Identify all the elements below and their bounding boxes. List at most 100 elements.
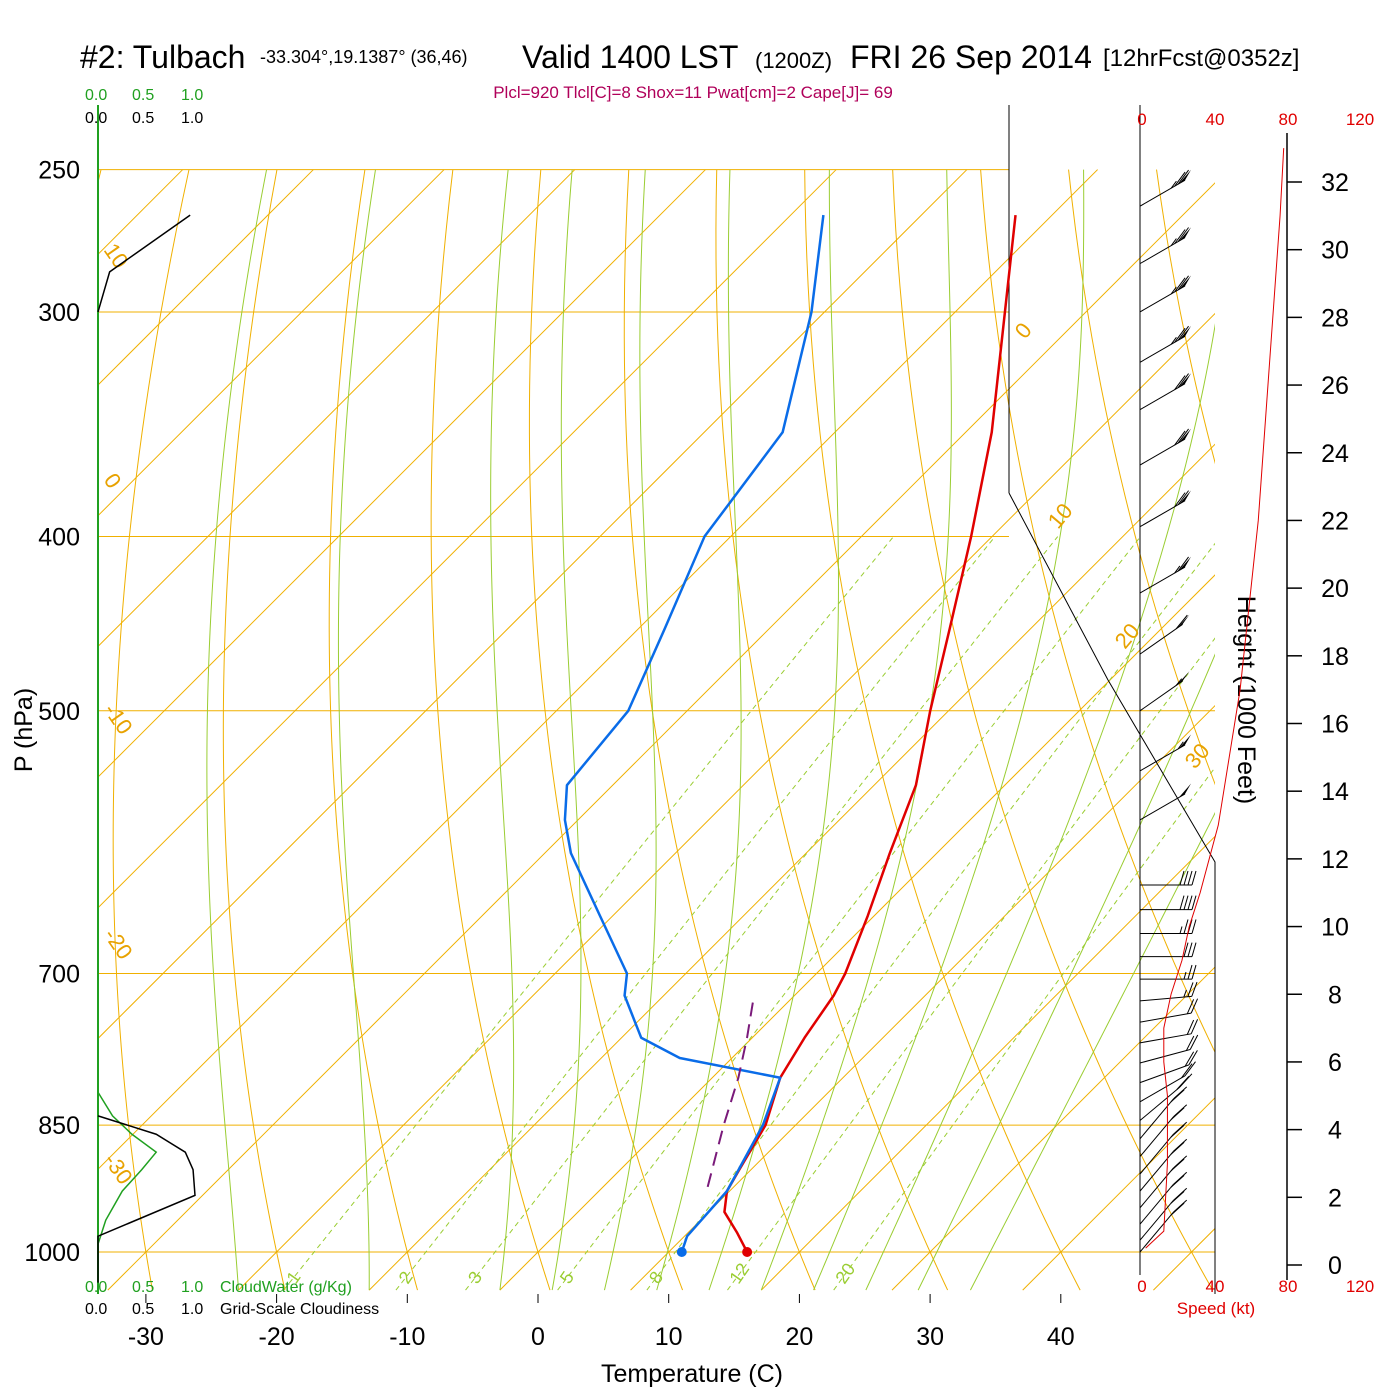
wind-barb	[1139, 734, 1192, 772]
barb-feather	[1186, 1019, 1195, 1035]
barb-feather	[1170, 1089, 1185, 1103]
pressure-tick-label: 300	[38, 299, 80, 327]
isotherm-line	[1022, 1097, 1215, 1291]
barb-feather	[1191, 964, 1197, 980]
dry-adiabat-line	[1068, 169, 1215, 786]
barb-feather	[1183, 919, 1189, 934]
moist-adiabat-line	[603, 169, 657, 1291]
barb-staff	[1139, 1098, 1174, 1140]
barb-staff	[1139, 744, 1186, 772]
dry-adiabat-label: -10	[99, 699, 138, 739]
barb-feather	[1177, 275, 1189, 291]
barb-feather	[1177, 373, 1189, 388]
barb-staff	[1139, 335, 1186, 363]
height-tick-label: 4	[1328, 1117, 1342, 1145]
wind-barb	[1139, 981, 1198, 1002]
moist-adiabat-line	[337, 169, 376, 1291]
height-tick-label: 2	[1328, 1184, 1342, 1212]
barb-feather	[1177, 556, 1189, 572]
cloudwater-scale-top: 0.0 0.5 1.0	[85, 87, 203, 104]
moist-adiabat-line	[206, 169, 268, 1291]
cloudiness-scale-top: 0.0 0.5 1.0	[85, 110, 203, 127]
barb-feather	[1183, 870, 1189, 886]
barb-feather	[1186, 999, 1195, 1015]
barb-feather	[1173, 1138, 1188, 1152]
isotherm-line	[760, 835, 1215, 1291]
barb-feather	[1191, 870, 1197, 886]
isotherm-line	[499, 574, 1215, 1291]
cloudiness-scale-bottom: 0.0 0.5 1.0 Grid-Scale Cloudiness	[85, 1301, 379, 1318]
temperature-tick-label: 20	[785, 1323, 813, 1351]
wind-barb	[1139, 1019, 1199, 1044]
dry-adiabat-line	[980, 169, 1215, 1054]
pressure-tick-label: 250	[38, 157, 80, 185]
mixing-ratio-line	[283, 536, 894, 1291]
wind-barb	[1139, 1061, 1196, 1103]
barb-feather	[1183, 895, 1189, 910]
barb-feather	[1173, 1155, 1188, 1169]
barb-staff	[1139, 1033, 1192, 1044]
barb-half-feather	[1170, 336, 1177, 345]
barb-feather	[1188, 1050, 1198, 1066]
barb-feather	[1170, 1158, 1185, 1172]
barb-pennant	[1178, 556, 1192, 571]
forecast-run: [12hrFcst@0352z]	[1103, 45, 1299, 72]
mixing-ratio-line	[395, 536, 996, 1291]
barb-feather	[1187, 942, 1193, 957]
barb-staff	[1139, 179, 1186, 207]
barb-staff	[1139, 1167, 1174, 1209]
height-tick-label: 10	[1321, 914, 1349, 942]
barb-staff	[1139, 1200, 1174, 1241]
cloudiness-scale-1: 0.5	[132, 1301, 154, 1318]
temperature-tick-label: 10	[655, 1323, 683, 1351]
speed-scale-40: 40	[1206, 1277, 1225, 1296]
mixing-ratio-label: 2	[395, 1268, 417, 1288]
barb-staff	[1139, 623, 1183, 655]
barb-feather	[1175, 614, 1188, 630]
pressure-tick-label: 1000	[24, 1239, 80, 1267]
barb-staff	[1139, 383, 1186, 411]
wind-barb	[1140, 964, 1197, 980]
thermo-grid	[98, 169, 1215, 1291]
isotherm-line	[368, 443, 1215, 1291]
barb-half-feather	[1183, 971, 1187, 980]
upper-cloudiness-trace	[97, 214, 191, 313]
barb-feather	[1170, 1107, 1185, 1121]
wind-barb	[1139, 1171, 1188, 1225]
wind-barb	[1139, 671, 1190, 712]
pressure-ticks: 250 300 400 500 700 850 1000	[24, 157, 80, 1267]
cloudwater-scale-0: 0.0	[85, 87, 107, 104]
barb-feather	[1174, 327, 1186, 343]
wind-barb	[1139, 428, 1192, 466]
mixing-ratio-line	[727, 637, 1215, 1291]
barb-staff	[1139, 995, 1192, 1002]
wind-barb	[1139, 1155, 1188, 1209]
barb-staff	[1139, 1064, 1190, 1084]
speed-scale-120: 120	[1346, 110, 1374, 129]
forecast-date: FRI 26 Sep 2014	[850, 39, 1092, 75]
barb-feather	[1177, 428, 1189, 444]
isotherm-line	[98, 169, 837, 909]
moist-adiabat-line	[551, 169, 582, 1291]
cloudiness-scale-1: 0.5	[132, 110, 154, 127]
barb-feather	[1173, 1199, 1188, 1213]
height-tick-label: 18	[1321, 643, 1349, 671]
speed-scale-0: 0	[1137, 1277, 1146, 1296]
cloudwater-scale-1: 0.5	[132, 1279, 154, 1296]
speed-scale-80: 80	[1279, 1277, 1298, 1296]
barb-pennant	[1178, 490, 1192, 505]
cloudwater-scale-0: 0.0	[85, 1279, 107, 1296]
barb-pennant	[1178, 169, 1192, 184]
isotherm-line	[98, 169, 445, 517]
barb-pennant	[1176, 614, 1190, 629]
barb-staff	[1139, 793, 1186, 821]
barb-staff	[1139, 1086, 1181, 1121]
cloudiness-title: Grid-Scale Cloudiness	[220, 1301, 379, 1318]
barb-feather	[1173, 1121, 1188, 1135]
barb-feather	[1179, 870, 1185, 886]
height-tick-label: 20	[1321, 575, 1349, 603]
barb-feather	[1170, 1190, 1185, 1204]
speed-scale-80: 80	[1279, 110, 1298, 129]
